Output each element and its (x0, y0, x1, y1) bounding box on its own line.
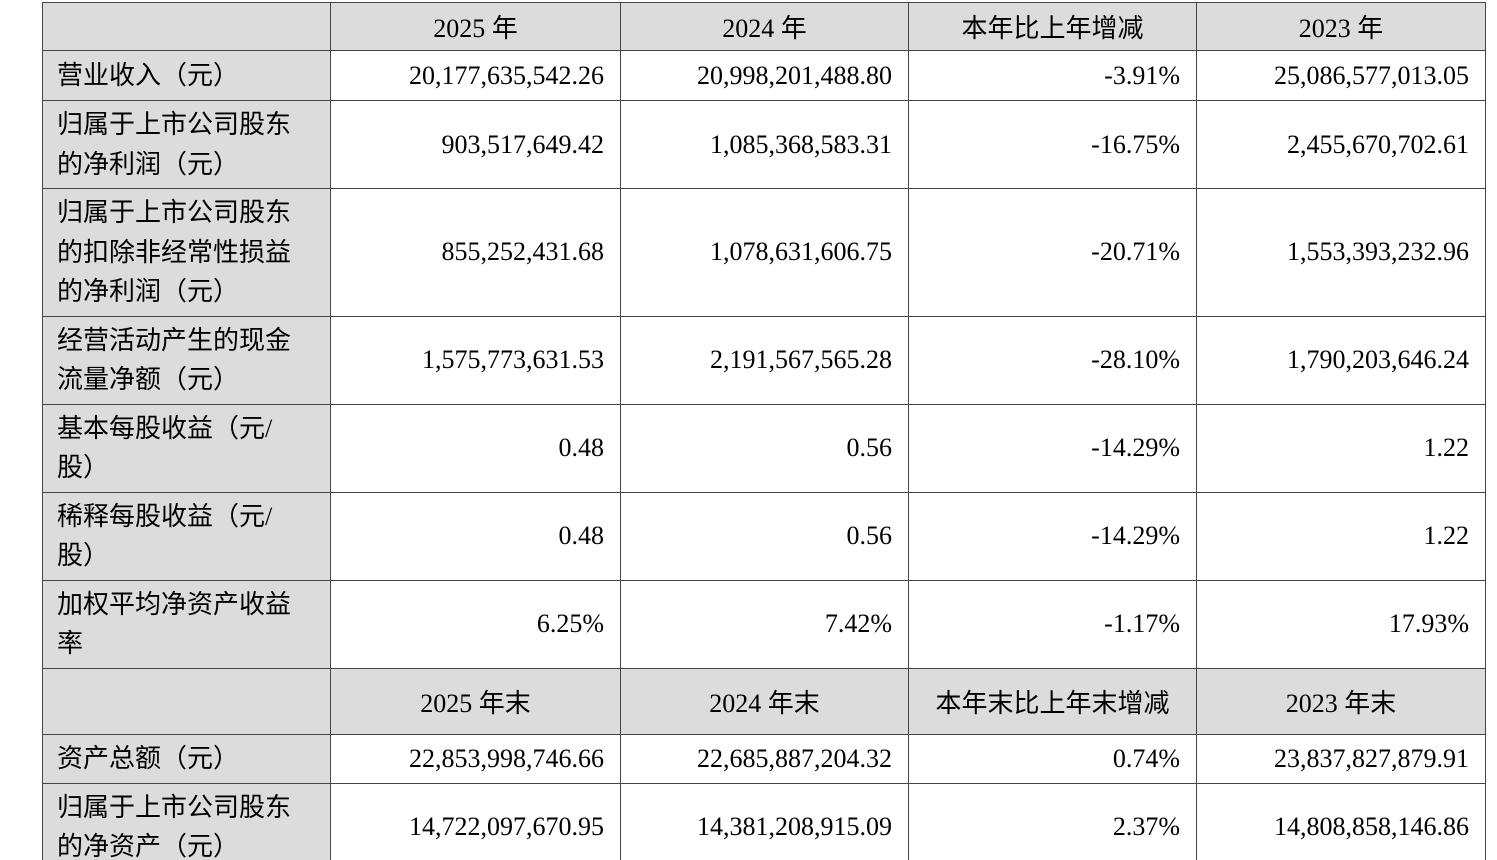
cell-yoy-end: 0.74% (908, 733, 1197, 784)
header-row-year-end: 2025 年末 2024 年末 本年末比上年末增减 2023 年末 (42, 667, 1486, 735)
cell-yoy: -14.29% (908, 491, 1197, 581)
row-weighted-avg-roe: 加权平均净资产收益 率 6.25% 7.42% -1.17% 17.93% (42, 579, 1486, 669)
cell-2023: 1.22 (1196, 491, 1486, 581)
row-net-assets-attributable: 归属于上市公司股东 的净资产（元） 14,722,097,670.95 14,3… (42, 782, 1486, 860)
cell-2023: 1.22 (1196, 403, 1486, 493)
row-label: 归属于上市公司股东 的扣除非经常性损益 的净利润（元） (42, 188, 331, 317)
header-yoy-end-change: 本年末比上年末增减 (908, 667, 1197, 735)
row-net-profit-attributable: 归属于上市公司股东 的净利润（元） 903,517,649.42 1,085,3… (42, 99, 1486, 190)
cell-yoy: -1.17% (908, 579, 1197, 669)
cell-yoy: -20.71% (908, 188, 1197, 317)
cell-2023: 17.93% (1196, 579, 1486, 669)
cell-2023-end: 23,837,827,879.91 (1196, 733, 1486, 784)
row-basic-eps: 基本每股收益（元/ 股） 0.48 0.56 -14.29% 1.22 (42, 403, 1486, 493)
header-row-annual: 2025 年 2024 年 本年比上年增减 2023 年 (42, 2, 1486, 51)
row-label: 归属于上市公司股东 的净利润（元） (42, 99, 331, 190)
cell-yoy: -3.91% (908, 50, 1197, 101)
row-label: 基本每股收益（元/ 股） (42, 403, 331, 493)
cell-2024: 1,085,368,583.31 (620, 99, 909, 190)
row-operating-revenue: 营业收入（元） 20,177,635,542.26 20,998,201,488… (42, 50, 1486, 101)
row-diluted-eps: 稀释每股收益（元/ 股） 0.48 0.56 -14.29% 1.22 (42, 491, 1486, 581)
cell-2023: 1,790,203,646.24 (1196, 315, 1486, 405)
row-operating-cash-flow: 经营活动产生的现金 流量净额（元） 1,575,773,631.53 2,191… (42, 315, 1486, 405)
cell-2023-end: 14,808,858,146.86 (1196, 782, 1486, 860)
cell-2024-end: 22,685,887,204.32 (620, 733, 909, 784)
row-label: 经营活动产生的现金 流量净额（元） (42, 315, 331, 405)
cell-2023: 2,455,670,702.61 (1196, 99, 1486, 190)
cell-2024: 1,078,631,606.75 (620, 188, 909, 317)
cell-yoy: -14.29% (908, 403, 1197, 493)
cell-2025: 903,517,649.42 (330, 99, 621, 190)
cell-yoy: -16.75% (908, 99, 1197, 190)
cell-2024: 0.56 (620, 491, 909, 581)
header-yoy-change: 本年比上年增减 (908, 2, 1197, 51)
row-total-assets: 资产总额（元） 22,853,998,746.66 22,685,887,204… (42, 733, 1486, 784)
row-label: 资产总额（元） (42, 733, 331, 784)
cell-2024: 2,191,567,565.28 (620, 315, 909, 405)
header-corner-cell (42, 2, 331, 51)
cell-2024: 7.42% (620, 579, 909, 669)
cell-2023: 25,086,577,013.05 (1196, 50, 1486, 101)
cell-2025-end: 22,853,998,746.66 (330, 733, 621, 784)
header-2024: 2024 年 (620, 2, 909, 51)
header-2025-end: 2025 年末 (330, 667, 621, 735)
header-2024-end: 2024 年末 (620, 667, 909, 735)
cell-2025: 0.48 (330, 403, 621, 493)
row-label: 稀释每股收益（元/ 股） (42, 491, 331, 581)
cell-2024: 20,998,201,488.80 (620, 50, 909, 101)
cell-2025: 1,575,773,631.53 (330, 315, 621, 405)
cell-2024-end: 14,381,208,915.09 (620, 782, 909, 860)
cell-2025: 20,177,635,542.26 (330, 50, 621, 101)
cell-2025: 0.48 (330, 491, 621, 581)
header-2025: 2025 年 (330, 2, 621, 51)
key-financial-indicators-table: 2025 年 2024 年 本年比上年增减 2023 年 营业收入（元） 20,… (42, 2, 1486, 860)
row-label: 加权平均净资产收益 率 (42, 579, 331, 669)
row-label: 营业收入（元） (42, 50, 331, 101)
cell-yoy-end: 2.37% (908, 782, 1197, 860)
row-net-profit-deducting-nonrecurring: 归属于上市公司股东 的扣除非经常性损益 的净利润（元） 855,252,431.… (42, 188, 1486, 317)
header-2023-end: 2023 年末 (1196, 667, 1486, 735)
row-label: 归属于上市公司股东 的净资产（元） (42, 782, 331, 860)
cell-yoy: -28.10% (908, 315, 1197, 405)
header-corner-cell (42, 667, 331, 735)
cell-2025: 6.25% (330, 579, 621, 669)
cell-2023: 1,553,393,232.96 (1196, 188, 1486, 317)
cell-2024: 0.56 (620, 403, 909, 493)
header-2023: 2023 年 (1196, 2, 1486, 51)
cell-2025: 855,252,431.68 (330, 188, 621, 317)
cell-2025-end: 14,722,097,670.95 (330, 782, 621, 860)
